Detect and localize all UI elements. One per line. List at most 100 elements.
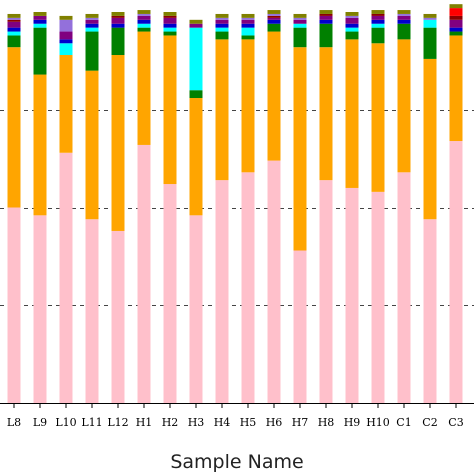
- bar-segment-L9-4: [33, 19, 47, 24]
- bar-segment-L10-1: [59, 55, 73, 153]
- bar-segment-H8-4: [319, 19, 333, 24]
- bar-segment-L12-0: [111, 230, 125, 403]
- x-tick-label: L8: [7, 416, 21, 429]
- bar-segment-L9-0: [33, 215, 47, 403]
- x-tick-label: C3: [448, 416, 463, 429]
- bar-segment-L9-1: [33, 74, 47, 216]
- bar-segment-C1-2: [397, 23, 411, 40]
- bar-segment-H4-8: [215, 17, 229, 20]
- bar-segment-H4-3: [215, 27, 229, 32]
- bar-segment-L9-5: [33, 15, 47, 20]
- x-tick-label: L10: [55, 416, 76, 429]
- bar-segment-C3-7: [449, 8, 463, 16]
- bar-segment-H4-4: [215, 23, 229, 28]
- bar-segment-H9-1: [345, 39, 359, 188]
- bar-segment-L11-9: [85, 13, 99, 18]
- bar-segment-H5-4: [241, 23, 255, 28]
- bar-segment-H10-2: [371, 27, 385, 44]
- bar-segment-H8-6: [319, 13, 333, 16]
- bar-segment-L11-4: [85, 23, 99, 28]
- bar-stack-H1: [137, 10, 151, 403]
- bar-segment-H7-8: [293, 17, 307, 20]
- bar-segment-L11-1: [85, 70, 99, 220]
- bar-segment-H8-2: [319, 23, 333, 48]
- bar-segment-L9-2: [33, 27, 47, 75]
- bar-segment-H7-2: [293, 27, 307, 48]
- bar-segment-C1-4: [397, 19, 411, 24]
- bar-segment-H6-2: [267, 23, 281, 32]
- bar-segment-L12-5: [111, 17, 125, 24]
- bar-segment-L11-8: [85, 17, 99, 20]
- bar-segment-H3-1: [189, 98, 203, 216]
- bar-stack-L9: [33, 12, 47, 403]
- bar-segment-H8-0: [319, 180, 333, 403]
- bar-segment-H3-9: [189, 19, 203, 24]
- bar-segment-H10-4: [371, 19, 385, 24]
- bar-segment-H2-1: [163, 35, 177, 185]
- x-tick-label: H1: [136, 416, 153, 429]
- bar-segment-H4-2: [215, 31, 229, 40]
- bar-segment-C3-0: [449, 141, 463, 403]
- bar-segment-H2-2: [163, 31, 177, 36]
- x-tick-label: H2: [162, 416, 179, 429]
- bar-segment-L8-8: [7, 17, 21, 20]
- bar-segment-H6-4: [267, 19, 281, 24]
- bar-segment-H6-9: [267, 10, 281, 14]
- bar-stack-C1: [397, 10, 411, 403]
- bar-segment-L12-1: [111, 55, 125, 231]
- bar-segment-H9-5: [345, 17, 359, 24]
- bar-segment-L12-2: [111, 27, 125, 56]
- bar-segment-H6-6: [267, 15, 281, 18]
- bar-segment-H1-2: [137, 27, 151, 32]
- bar-segment-L9-9: [33, 12, 47, 16]
- bar-segment-H1-9: [137, 10, 151, 14]
- bar-segment-H4-0: [215, 180, 229, 403]
- bar-stack-L10: [59, 15, 73, 403]
- bar-segment-H9-8: [345, 15, 359, 18]
- x-tick-label: L9: [33, 416, 47, 429]
- x-tick-marks: [13, 403, 457, 408]
- bar-segment-L10-0: [59, 152, 73, 403]
- bar-segment-L12-9: [111, 12, 125, 16]
- bar-segment-L9-3: [33, 23, 47, 28]
- bar-segment-L12-6: [111, 15, 125, 18]
- bar-segment-C3-9: [449, 4, 463, 9]
- bar-segment-H2-3: [163, 27, 177, 32]
- bar-segment-L8-6: [7, 19, 21, 22]
- x-tick-labels: L8 L9 L10 L11 L12 H1 H2 H3 H4 H5 H6 H7 H8 H9 H10 C1 C2 C3: [7, 416, 464, 429]
- bar-segment-H8-5: [319, 15, 333, 20]
- x-tick-label: H10: [366, 416, 390, 429]
- bar-segment-H4-5: [215, 19, 229, 24]
- bar-stack-H9: [345, 12, 359, 403]
- bar-segment-H3-2: [189, 90, 203, 99]
- bar-segment-H10-1: [371, 43, 385, 192]
- x-tick-label: C2: [422, 416, 437, 429]
- bar-segment-C2-1: [423, 58, 437, 220]
- bar-segment-C2-2: [423, 27, 437, 59]
- bar-segment-H3-5: [189, 23, 203, 28]
- bar-segment-C3-1: [449, 35, 463, 142]
- bar-segment-H7-0: [293, 250, 307, 403]
- x-tick-label: H5: [240, 416, 257, 429]
- bar-segment-L8-0: [7, 207, 21, 403]
- bar-segment-H1-8: [137, 13, 151, 16]
- bar-stack-L11: [85, 13, 99, 403]
- x-axis-label: Sample Name: [170, 451, 303, 473]
- bar-segment-L12-4: [111, 23, 125, 28]
- bar-segment-H3-3: [189, 27, 203, 91]
- bar-segment-C1-5: [397, 15, 411, 20]
- bar-segment-C1-8: [397, 13, 411, 16]
- bar-segment-H4-9: [215, 13, 229, 18]
- bar-segment-L8-5: [7, 21, 21, 28]
- x-tick-label: H9: [344, 416, 361, 429]
- bar-segment-L10-3: [59, 43, 73, 56]
- bar-segment-L10-4: [59, 39, 73, 44]
- x-tick-label: H3: [188, 416, 205, 429]
- bar-segment-L8-1: [7, 47, 21, 208]
- bar-segment-H1-4: [137, 19, 151, 24]
- bar-segment-H2-5: [163, 17, 177, 24]
- bar-segment-C3-5: [449, 19, 463, 28]
- bar-segment-H9-9: [345, 12, 359, 16]
- bar-segment-H9-3: [345, 27, 359, 32]
